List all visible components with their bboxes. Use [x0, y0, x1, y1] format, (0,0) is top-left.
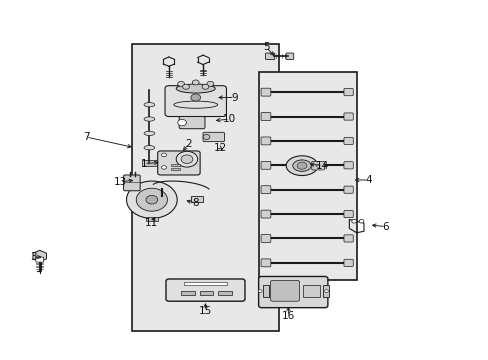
- FancyBboxPatch shape: [165, 279, 244, 301]
- Circle shape: [316, 164, 320, 167]
- Circle shape: [176, 151, 197, 167]
- Bar: [190, 196, 203, 202]
- Bar: [218, 291, 231, 295]
- Bar: [303, 285, 320, 297]
- Ellipse shape: [176, 84, 215, 93]
- Text: 3: 3: [30, 252, 37, 262]
- Circle shape: [136, 188, 167, 211]
- FancyBboxPatch shape: [123, 175, 140, 191]
- Ellipse shape: [144, 103, 155, 107]
- Text: 6: 6: [382, 222, 388, 231]
- FancyBboxPatch shape: [343, 89, 352, 96]
- FancyBboxPatch shape: [158, 151, 200, 175]
- Circle shape: [358, 220, 363, 223]
- Text: 2: 2: [185, 139, 191, 149]
- Text: 8: 8: [192, 198, 199, 208]
- FancyBboxPatch shape: [179, 117, 204, 129]
- Ellipse shape: [285, 156, 317, 176]
- FancyBboxPatch shape: [343, 113, 352, 120]
- Circle shape: [146, 195, 158, 204]
- Text: 11: 11: [145, 218, 158, 228]
- Text: 4: 4: [365, 175, 371, 185]
- Circle shape: [324, 290, 328, 293]
- Bar: [132, 44, 278, 330]
- FancyBboxPatch shape: [285, 53, 293, 59]
- Circle shape: [258, 290, 262, 293]
- FancyBboxPatch shape: [258, 276, 327, 308]
- Bar: [259, 72, 356, 280]
- Circle shape: [351, 220, 356, 223]
- Circle shape: [192, 80, 199, 85]
- Polygon shape: [33, 250, 46, 262]
- Text: 13: 13: [113, 177, 126, 187]
- FancyBboxPatch shape: [270, 280, 299, 301]
- Circle shape: [203, 134, 209, 139]
- Ellipse shape: [144, 131, 155, 135]
- Circle shape: [206, 81, 213, 86]
- FancyBboxPatch shape: [36, 257, 43, 262]
- FancyBboxPatch shape: [261, 88, 270, 96]
- Text: 15: 15: [199, 306, 212, 316]
- FancyBboxPatch shape: [343, 186, 352, 193]
- Circle shape: [161, 166, 166, 169]
- Text: 14: 14: [315, 161, 328, 171]
- FancyBboxPatch shape: [261, 234, 270, 242]
- FancyBboxPatch shape: [343, 211, 352, 218]
- Text: 7: 7: [82, 132, 89, 142]
- FancyBboxPatch shape: [261, 113, 270, 121]
- FancyBboxPatch shape: [203, 132, 224, 141]
- Circle shape: [297, 162, 306, 169]
- Text: 12: 12: [213, 143, 226, 153]
- Bar: [183, 282, 227, 285]
- FancyBboxPatch shape: [164, 86, 226, 117]
- Circle shape: [182, 84, 189, 89]
- Ellipse shape: [144, 117, 155, 121]
- FancyBboxPatch shape: [343, 162, 352, 169]
- Circle shape: [177, 81, 184, 86]
- Ellipse shape: [144, 145, 155, 150]
- Text: 5: 5: [263, 42, 269, 52]
- FancyBboxPatch shape: [343, 235, 352, 242]
- FancyBboxPatch shape: [261, 186, 270, 194]
- Circle shape: [177, 120, 186, 126]
- FancyBboxPatch shape: [265, 53, 274, 59]
- FancyBboxPatch shape: [311, 161, 324, 170]
- Bar: [199, 291, 213, 295]
- Text: 9: 9: [231, 93, 238, 103]
- Text: 1: 1: [141, 159, 147, 169]
- FancyBboxPatch shape: [261, 137, 270, 145]
- Circle shape: [202, 84, 208, 89]
- FancyBboxPatch shape: [261, 210, 270, 218]
- Bar: [171, 168, 180, 170]
- FancyBboxPatch shape: [343, 259, 352, 266]
- FancyBboxPatch shape: [261, 259, 270, 267]
- Bar: [263, 285, 268, 297]
- Circle shape: [126, 181, 177, 219]
- Circle shape: [181, 155, 192, 163]
- Bar: [323, 285, 329, 297]
- Circle shape: [161, 153, 166, 157]
- Bar: [181, 291, 194, 295]
- FancyBboxPatch shape: [261, 161, 270, 169]
- Bar: [142, 160, 157, 166]
- Bar: [171, 163, 180, 166]
- Ellipse shape: [292, 160, 311, 171]
- Text: 16: 16: [281, 311, 294, 321]
- Bar: [146, 217, 158, 221]
- FancyBboxPatch shape: [343, 137, 352, 144]
- Circle shape: [190, 94, 200, 101]
- Text: 10: 10: [223, 114, 236, 124]
